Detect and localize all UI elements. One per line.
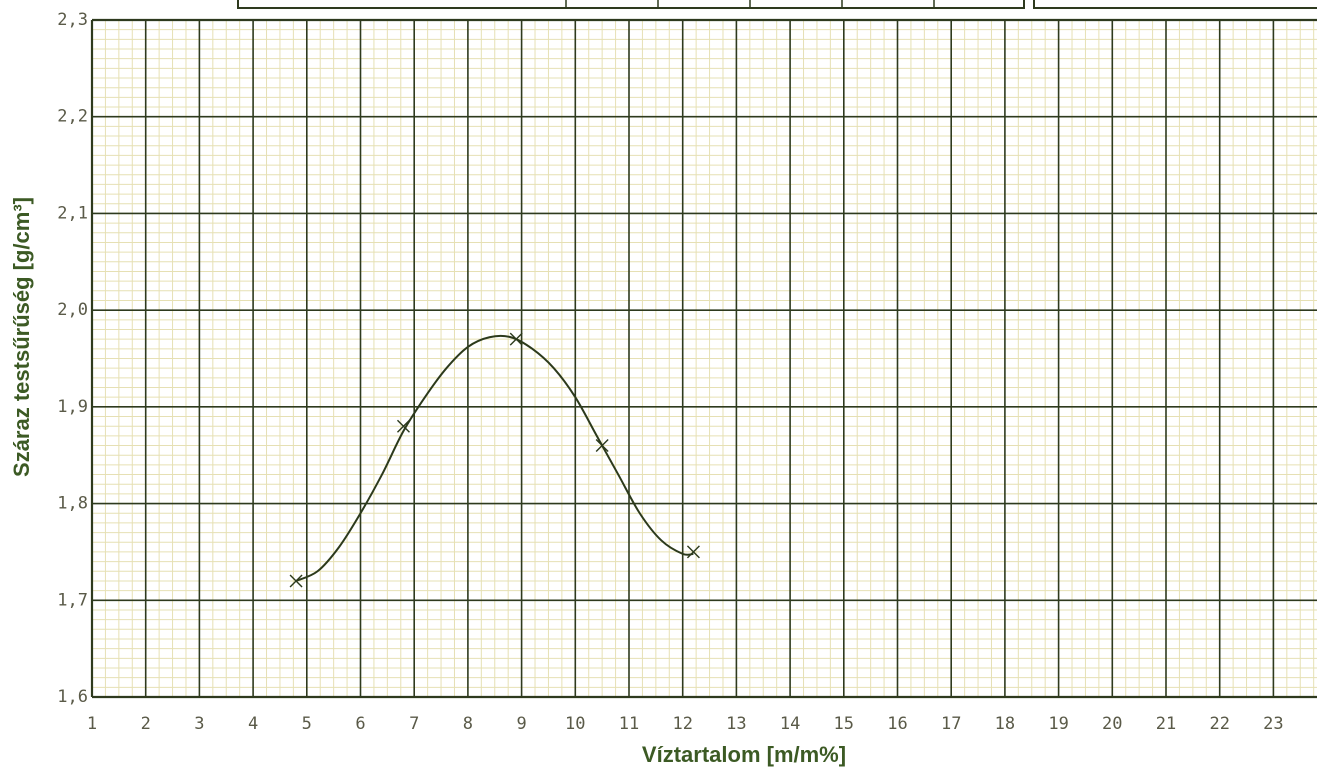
x-tick-label: 17 xyxy=(941,714,961,734)
y-tick-label: 2,3 xyxy=(57,10,88,30)
marker-stroke xyxy=(595,439,609,453)
data-point-marker xyxy=(396,419,410,433)
x-tick-label: 10 xyxy=(565,714,585,734)
minor-grid xyxy=(92,20,1317,697)
data-series xyxy=(289,332,700,588)
y-tick-label: 1,7 xyxy=(57,590,88,610)
x-tick-label: 2 xyxy=(141,714,151,734)
data-point-marker xyxy=(686,545,700,559)
marker-stroke xyxy=(396,419,410,433)
marker-stroke xyxy=(686,545,700,559)
x-tick-label: 3 xyxy=(194,714,204,734)
marker-stroke xyxy=(289,574,303,588)
x-axis-title: Víztartalom [m/m%] xyxy=(642,742,846,767)
x-tick-label: 7 xyxy=(409,714,419,734)
y-tick-label: 1,8 xyxy=(57,494,88,514)
x-tick-label: 20 xyxy=(1102,714,1122,734)
x-tick-label: 5 xyxy=(302,714,312,734)
plot-frame xyxy=(90,18,1317,699)
x-tick-label: 12 xyxy=(672,714,692,734)
x-tick-label: 22 xyxy=(1209,714,1229,734)
x-tick-label: 23 xyxy=(1263,714,1283,734)
header-table xyxy=(237,0,1317,9)
x-tick-label: 4 xyxy=(248,714,258,734)
y-tick-label: 2,1 xyxy=(57,203,88,223)
x-tick-labels: 1 2 3 4 5 6 7 8 9 10 11 12 13 14 15 16 17 18 19 20 21 22 23 xyxy=(87,714,1284,734)
x-tick-label: 21 xyxy=(1156,714,1176,734)
x-tick-label: 18 xyxy=(995,714,1015,734)
y-tick-label: 1,6 xyxy=(57,687,88,707)
x-tick-label: 16 xyxy=(887,714,907,734)
x-tick-label: 19 xyxy=(1048,714,1068,734)
data-point-marker xyxy=(289,574,303,588)
y-tick-label: 1,9 xyxy=(57,397,88,417)
x-tick-label: 11 xyxy=(619,714,639,734)
x-tick-label: 9 xyxy=(516,714,526,734)
x-tick-label: 8 xyxy=(463,714,473,734)
x-tick-label: 1 xyxy=(87,714,97,734)
y-tick-label: 2,0 xyxy=(57,300,88,320)
x-tick-label: 15 xyxy=(834,714,854,734)
x-tick-label: 14 xyxy=(780,714,800,734)
y-axis-title: Száraz testsűrűség [g/cm³] xyxy=(9,197,34,477)
marker-stroke xyxy=(509,332,523,346)
y-tick-label: 2,2 xyxy=(57,107,88,127)
y-tick-labels: 1,6 1,7 1,8 1,9 2,0 2,1 2,2 2,3 xyxy=(57,10,88,707)
compaction-curve xyxy=(295,334,694,582)
data-point-marker xyxy=(595,439,609,453)
x-tick-label: 13 xyxy=(726,714,746,734)
x-tick-label: 6 xyxy=(355,714,365,734)
data-point-marker xyxy=(509,332,523,346)
